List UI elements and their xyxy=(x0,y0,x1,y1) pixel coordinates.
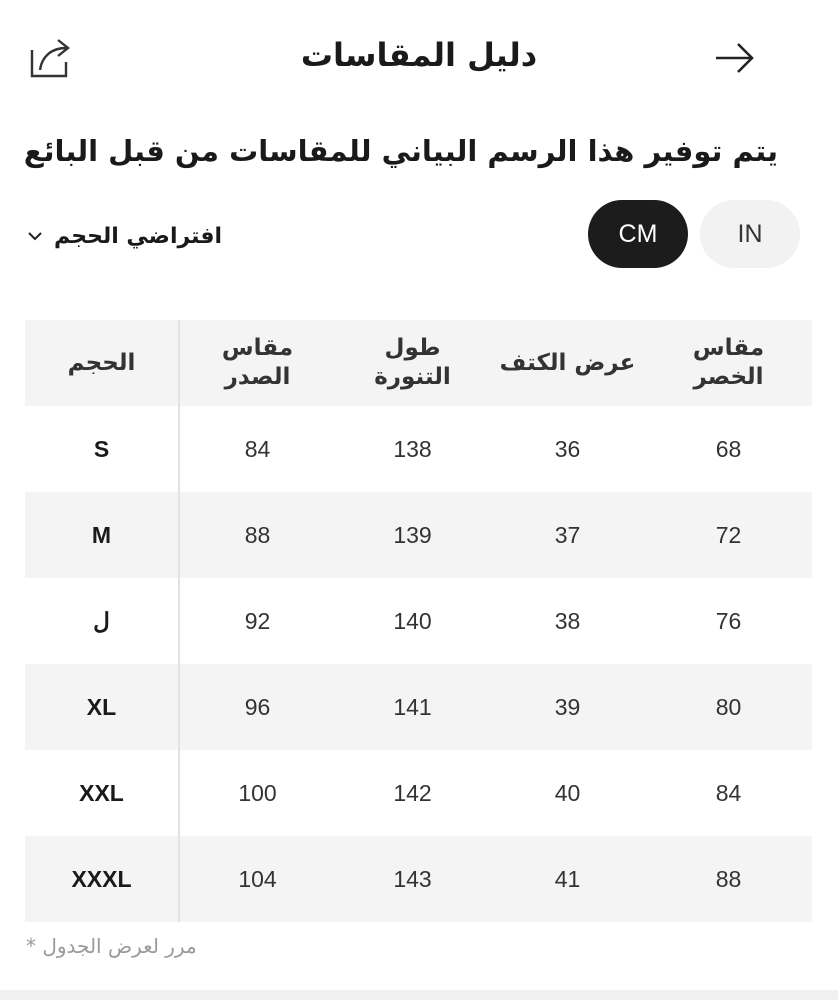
column-header-shoulder-width: عرض الكتف xyxy=(499,349,636,376)
size-cell: S xyxy=(25,406,180,492)
table-row: XXL 100 142 40 84 xyxy=(25,750,812,836)
chest-cell: 84 xyxy=(244,435,271,462)
skirt-length-cell: 138 xyxy=(393,435,432,462)
chest-cell: 96 xyxy=(244,693,271,720)
table-header-row: الحجم مقاس الصدر طول التنورة عرض الكتف م… xyxy=(25,320,812,406)
size-default-dropdown[interactable]: افتراضي الحجم xyxy=(26,218,222,254)
table-row: ل 92 140 38 76 xyxy=(25,578,812,664)
share-icon xyxy=(30,39,70,78)
shoulder-width-cell: 38 xyxy=(554,607,581,634)
size-cell: XXL xyxy=(25,750,180,836)
column-header-chest: مقاس الصدر xyxy=(221,335,294,390)
waist-cell: 72 xyxy=(715,521,742,548)
shoulder-width-cell: 37 xyxy=(554,521,581,548)
skirt-length-cell: 140 xyxy=(393,607,432,634)
table-row: S 84 138 36 68 xyxy=(25,406,812,492)
chevron-down-icon xyxy=(28,232,42,241)
skirt-length-cell: 143 xyxy=(393,865,432,892)
shoulder-width-cell: 41 xyxy=(554,865,581,892)
waist-cell: 68 xyxy=(715,435,742,462)
unit-in-button[interactable]: IN xyxy=(700,200,800,268)
chest-cell: 100 xyxy=(238,779,277,806)
share-button[interactable] xyxy=(26,34,74,82)
page-title: دليل المقاسات xyxy=(300,36,538,74)
size-default-label: افتراضي الحجم xyxy=(54,223,223,249)
chest-cell: 88 xyxy=(244,521,271,548)
waist-cell: 80 xyxy=(715,693,742,720)
scroll-hint: مرر لعرض الجدول * xyxy=(26,934,197,958)
shoulder-width-cell: 36 xyxy=(554,435,581,462)
chest-cell: 104 xyxy=(238,865,277,892)
column-header-skirt-length: طول التنورة xyxy=(374,335,451,390)
table-row: M 88 139 37 72 xyxy=(25,492,812,578)
table-row: XXXL 104 143 41 88 xyxy=(25,836,812,922)
back-button[interactable] xyxy=(710,34,758,82)
size-cell: ل xyxy=(25,578,180,664)
table-row: XL 96 141 39 80 xyxy=(25,664,812,750)
seller-note: يتم توفير هذا الرسم البياني للمقاسات من … xyxy=(23,134,778,168)
waist-cell: 84 xyxy=(715,779,742,806)
waist-cell: 88 xyxy=(715,865,742,892)
size-cell: XXXL xyxy=(25,836,180,922)
shoulder-width-cell: 39 xyxy=(554,693,581,720)
size-table[interactable]: الحجم مقاس الصدر طول التنورة عرض الكتف م… xyxy=(25,320,812,922)
column-header-size: الحجم xyxy=(25,320,180,406)
size-cell: XL xyxy=(25,664,180,750)
arrow-right-icon xyxy=(716,43,754,73)
bottom-divider xyxy=(0,990,838,1000)
top-bar: دليل المقاسات xyxy=(0,0,838,118)
column-header-waist: مقاس الخصر xyxy=(692,335,765,390)
skirt-length-cell: 142 xyxy=(393,779,432,806)
skirt-length-cell: 141 xyxy=(393,693,432,720)
unit-cm-button[interactable]: CM xyxy=(588,200,688,268)
chest-cell: 92 xyxy=(244,607,271,634)
skirt-length-cell: 139 xyxy=(393,521,432,548)
waist-cell: 76 xyxy=(715,607,742,634)
size-cell: M xyxy=(25,492,180,578)
shoulder-width-cell: 40 xyxy=(554,779,581,806)
